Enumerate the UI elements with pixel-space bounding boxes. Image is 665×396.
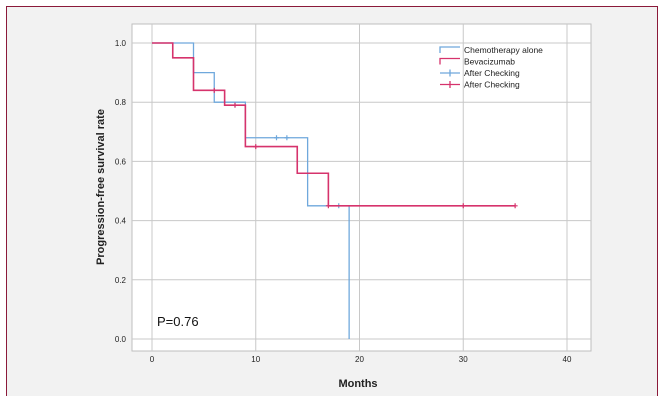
p-value-annotation: P=0.76 [157, 314, 199, 329]
x-axis-label: Months [338, 378, 377, 390]
grid-lines [132, 24, 591, 351]
y-tick-label: 1.0 [115, 39, 127, 48]
y-tick-label: 0.2 [115, 276, 127, 285]
censor-mark [211, 87, 217, 93]
y-axis-label: Progression-free survival rate [95, 109, 107, 265]
x-tick-label: 30 [459, 355, 468, 364]
censor-mark [512, 203, 518, 209]
x-tick-label: 10 [251, 355, 260, 364]
legend-swatch [439, 57, 460, 65]
censor-mark [284, 135, 290, 141]
censor-mark [274, 135, 279, 141]
survival-curves [152, 42, 518, 339]
censor-mark [460, 203, 466, 209]
plot-area [131, 23, 592, 352]
x-tick-label: 40 [563, 355, 572, 364]
legend-label: Chemotherapy alone [464, 45, 543, 55]
censor-mark [325, 203, 331, 209]
y-tick-label: 0.8 [115, 98, 127, 107]
y-tick-label: 0.6 [115, 157, 127, 166]
y-tick-label: 0.4 [115, 217, 127, 226]
y-tick-label: 0.0 [115, 335, 127, 344]
x-axis-ticks: 0 10 20 30 40 [150, 355, 572, 364]
legend-label: Bevacizumab [464, 57, 515, 67]
legend-label: After Checking [464, 68, 520, 78]
legend-swatch [439, 46, 460, 53]
x-tick-label: 20 [355, 355, 364, 364]
y-axis-ticks: 0.0 0.2 0.4 0.6 0.8 1.0 [115, 39, 127, 344]
x-tick-label: 0 [150, 355, 155, 364]
censor-mark [232, 102, 238, 108]
censor-mark [253, 144, 259, 150]
legend-label: After Checking [464, 80, 520, 90]
